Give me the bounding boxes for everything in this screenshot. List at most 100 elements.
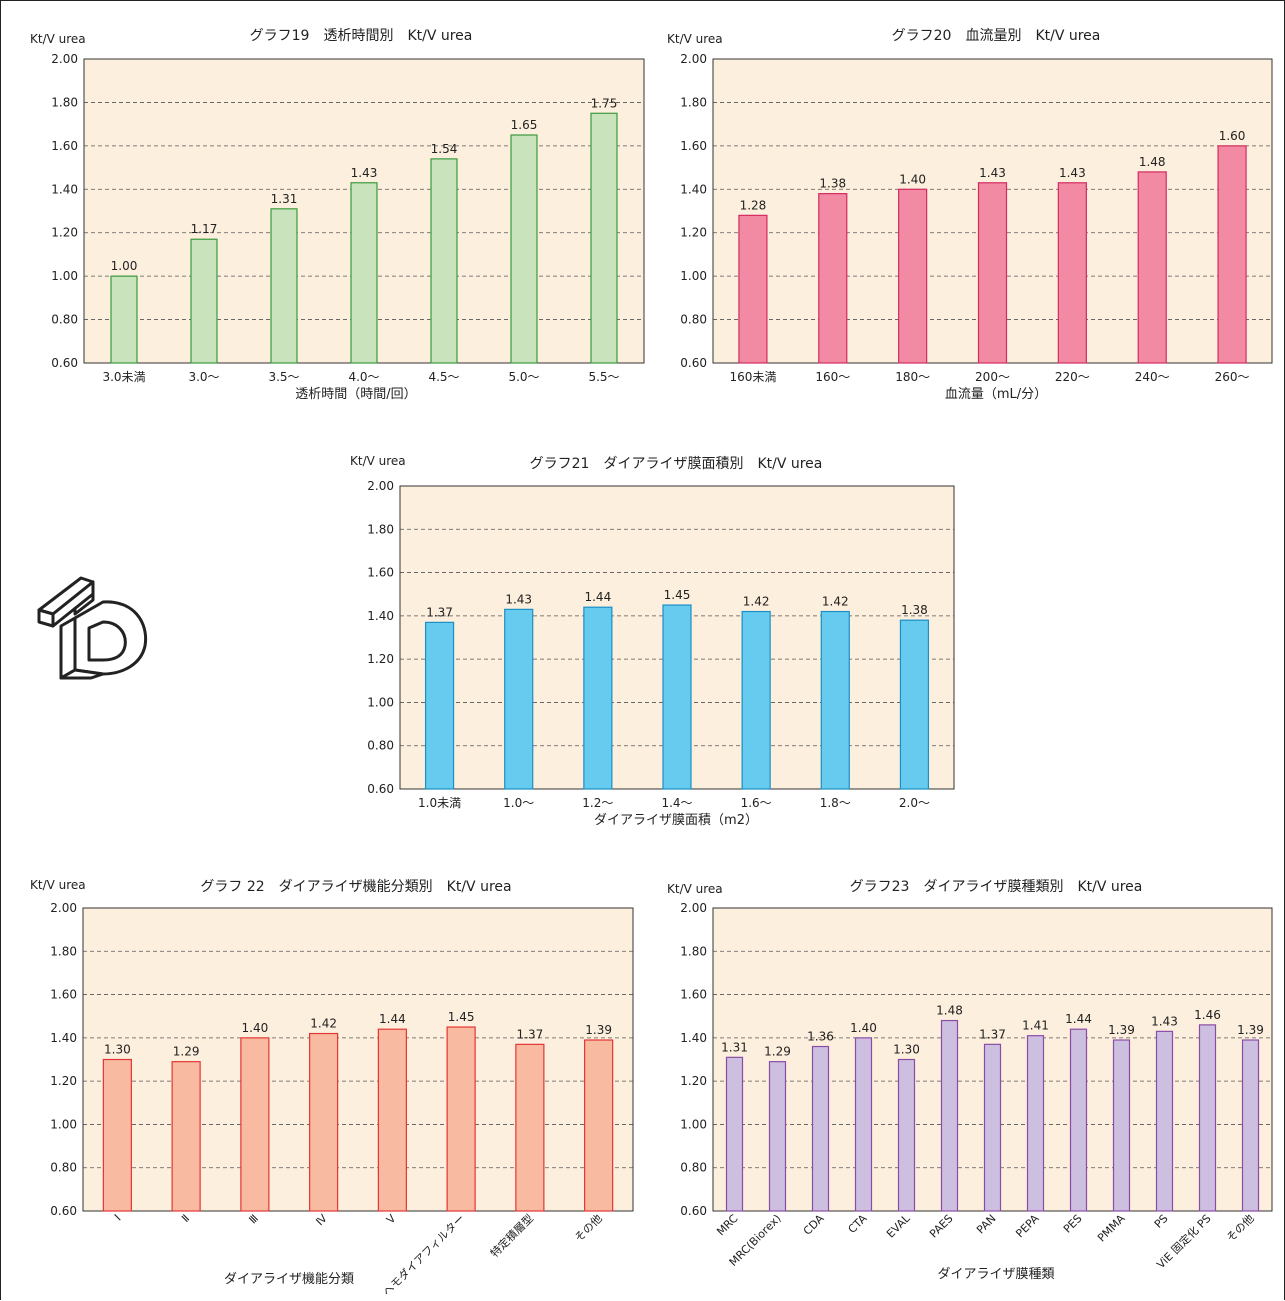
bar [590,112,618,364]
bar [270,208,298,364]
bar [102,1058,132,1212]
y-tick-label: 0.60 [51,356,78,370]
y-tick-label: 1.20 [50,1074,77,1088]
y-tick-label: 1.20 [367,652,394,666]
x-tick-label: EVAL [884,1211,913,1240]
data-label: 1.42 [310,1017,337,1031]
y-tick-label: 1.80 [50,944,77,958]
y-tick-label: 1.00 [680,269,707,283]
y-tick-label: 1.60 [367,566,394,580]
data-label: 1.39 [1237,1023,1264,1037]
data-label: 1.39 [585,1023,612,1037]
x-tick-label: 180〜 [895,370,930,384]
x-tick-label: CDA [801,1212,827,1238]
bar [515,1043,545,1212]
x-axis-label: 血流量（mL/分） [945,387,1047,402]
bar [510,134,538,364]
y-tick-label: 1.40 [50,1031,77,1045]
chart-title: グラフ20 血流量別 Kt/V urea [892,28,1101,44]
data-label: 1.31 [271,192,298,206]
x-tick-label: 5.0〜 [508,370,539,384]
bar [977,182,1008,364]
data-label: 1.37 [426,605,453,619]
data-label: 1.42 [743,595,770,609]
x-tick-label: 1.8〜 [820,796,851,810]
x-tick-label: Ⅰ [112,1212,123,1223]
y-tick-label: 2.00 [367,479,394,493]
x-axis-label: ダイアライザ機能分類 [224,1272,354,1287]
x-tick-label: 220〜 [1055,370,1090,384]
y-tick-label: 0.60 [680,356,707,370]
data-label: 1.43 [505,592,532,606]
data-label: 1.65 [511,118,538,132]
y-tick-label: 1.40 [51,182,78,196]
x-tick-label: Ⅱ [179,1212,192,1225]
data-label: 1.37 [979,1027,1006,1041]
data-label: 1.48 [936,1004,963,1018]
bar [1069,1028,1088,1212]
data-label: 1.43 [1059,166,1086,180]
x-tick-label: 5.5〜 [588,370,619,384]
bar [584,1039,614,1212]
y-tick-label: 1.60 [51,139,78,153]
y-tick-label: 1.60 [680,139,707,153]
x-tick-label: 1.2〜 [582,796,613,810]
data-label: 1.44 [584,590,611,604]
y-tick-label: 0.60 [50,1204,77,1218]
data-label: 1.00 [111,259,138,273]
bar [190,238,218,364]
bar [171,1061,201,1212]
chart-membrane-type: グラフ23 ダイアライザ膜種類別 Kt/V urea Kt/V urea ダイア… [667,879,1273,1282]
chart-title: グラフ21 ダイアライザ膜面積別 Kt/V urea [530,456,823,472]
bar [110,275,138,364]
x-tick-label: 160未満 [729,370,776,384]
x-tick-label: Ⅲ [246,1212,261,1227]
y-axis-label: Kt/V urea [667,882,723,896]
x-tick-label: 1.0〜 [503,796,534,810]
x-tick-label: PAN [974,1212,999,1237]
x-axis-label: ダイアライザ膜面積（m2） [594,813,758,828]
x-tick-label: 3.0〜 [188,370,219,384]
bar [309,1032,339,1212]
x-axis-label: ダイアライザ膜種類 [937,1266,1054,1282]
bar [1137,171,1167,364]
bar [899,619,930,790]
data-label: 1.17 [191,222,218,236]
data-label: 1.43 [351,166,378,180]
x-tick-label: 160〜 [815,370,850,384]
y-tick-label: 1.40 [680,182,707,196]
data-label: 1.37 [517,1027,544,1041]
x-tick-label: Ⅳ [313,1211,330,1228]
bar [377,1028,407,1212]
y-tick-label: 0.80 [680,313,707,327]
y-axis-label: Kt/V urea [667,32,723,46]
x-tick-label: その他 [1224,1212,1257,1245]
y-tick-label: 0.80 [50,1161,77,1175]
plot-area [83,908,633,1211]
x-tick-label: 1.0未満 [418,796,461,810]
y-tick-label: 1.00 [50,1117,77,1131]
y-axis-label: Kt/V urea [30,878,86,892]
bar [768,1061,787,1212]
data-label: 1.60 [1219,129,1246,143]
x-tick-label: PS [1152,1212,1171,1231]
bar [983,1043,1002,1212]
bar [818,193,848,364]
plot-frame [82,907,634,1212]
x-tick-label: その他 [572,1212,605,1245]
data-label: 1.48 [1139,155,1166,169]
y-tick-label: 1.40 [680,1031,707,1045]
data-label: 1.45 [664,588,691,602]
y-tick-label: 1.40 [367,609,394,623]
bar [583,606,613,790]
x-tick-label: MRC [714,1212,741,1239]
bar [725,1056,744,1212]
chart-membrane-area: グラフ21 ダイアライザ膜面積別 Kt/V urea Kt/V urea ダイア… [350,454,955,828]
chart-dialyzer-function: グラフ 22 ダイアライザ機能分類別 Kt/V urea Kt/V urea ダ… [30,878,634,1299]
data-label: 1.43 [979,166,1006,180]
x-tick-label: 260〜 [1215,370,1250,384]
data-label: 1.38 [819,177,846,191]
data-label: 1.44 [379,1012,406,1026]
data-label: 1.36 [807,1030,834,1044]
